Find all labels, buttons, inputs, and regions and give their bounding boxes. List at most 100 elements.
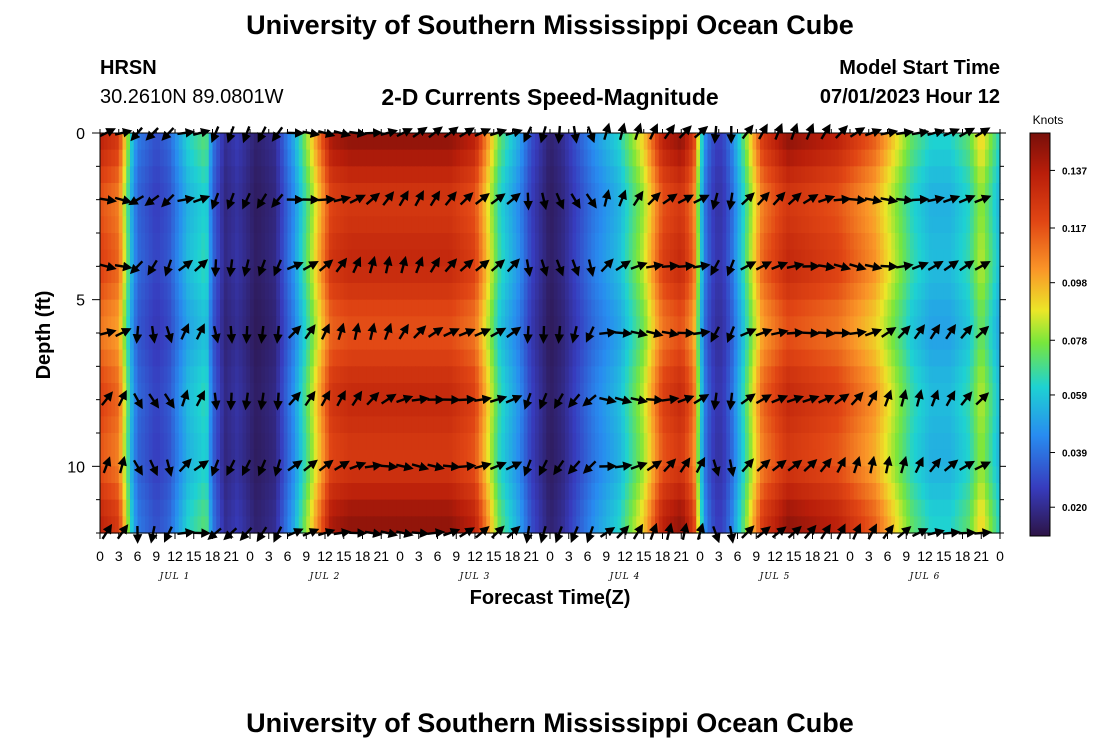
heatmap-cell [880,233,885,251]
heatmap-cell [880,366,885,384]
heatmap-cell [261,249,266,267]
heatmap-cell [115,183,120,201]
heatmap-cell [640,466,645,484]
heatmap-cell [118,216,124,234]
heatmap-cell [501,183,506,201]
heatmap-cell [816,266,821,284]
heatmap-cell [685,266,690,284]
heatmap-cell [868,149,874,167]
heatmap-cell [385,133,390,151]
heatmap-cell [332,166,337,184]
heatmap-cell [625,333,630,351]
heatmap-cell [156,466,161,484]
heatmap-cell [628,183,634,201]
heatmap-cell [707,216,712,234]
heatmap-cell [137,183,142,201]
heatmap-cell [388,233,394,251]
heatmap-cell [160,383,165,401]
heatmap-cell [936,166,941,184]
heatmap-cell [977,316,982,334]
heatmap-cell [625,249,630,267]
heatmap-cell [516,383,521,401]
heatmap-cell [842,133,847,151]
heatmap-cell [565,283,570,301]
heatmap-cell [422,383,427,401]
heatmap-cell [598,383,604,401]
heatmap-cell [831,316,836,334]
heatmap-cell [760,433,765,451]
heatmap-cell [628,233,634,251]
heatmap-cell [943,233,949,251]
heatmap-cell [557,149,562,167]
heatmap-cell [662,266,667,284]
heatmap-cell [617,249,622,267]
heatmap-cell [280,333,285,351]
heatmap-cell [505,449,510,467]
heatmap-cell [576,249,581,267]
heatmap-cell [775,383,780,401]
heatmap-cell [797,249,802,267]
heatmap-cell [520,416,525,434]
heatmap-cell [733,199,739,217]
heatmap-cell [760,166,765,184]
heatmap-cell [130,283,135,301]
heatmap-cell [996,249,1001,267]
heatmap-cell [475,416,480,434]
heatmap-cell [201,183,206,201]
heatmap-cell [280,433,285,451]
heatmap-cell [467,149,472,167]
heatmap-cell [808,149,814,167]
heatmap-cell [482,333,487,351]
heatmap-cell [970,216,975,234]
station-coordinates: 30.2610N 89.0801W [100,86,284,108]
heatmap-cell [231,349,236,367]
heatmap-cell [160,299,165,317]
heatmap-cell [838,216,844,234]
heatmap-cell [595,416,600,434]
heatmap-cell [703,233,709,251]
heatmap-cell [392,333,397,351]
heatmap-cell [591,366,596,384]
heatmap-cell [227,366,232,384]
heatmap-cell [992,433,997,451]
heatmap-cell [572,283,577,301]
heatmap-cell [332,199,337,217]
heatmap-cell [580,166,585,184]
heatmap-cell [332,249,337,267]
heatmap-cell [733,233,739,251]
heatmap-cell [857,366,862,384]
heatmap-cell [167,249,172,267]
heatmap-cell [358,183,364,201]
heatmap-cell [955,249,960,267]
heatmap-cell [310,466,315,484]
heatmap-cell [407,449,412,467]
heatmap-cell [643,133,649,151]
heatmap-cell [306,133,311,151]
heatmap-cell [381,449,386,467]
heatmap-cell [748,333,754,351]
heatmap-cell [231,233,236,251]
heatmap-cell [786,366,791,384]
heatmap-cell [887,233,892,251]
heatmap-cell [673,216,679,234]
heatmap-cell [355,149,360,167]
heatmap-cell [771,433,776,451]
heatmap-cell [531,433,536,451]
heatmap-cell [640,333,645,351]
heatmap-cell [816,216,821,234]
heatmap-cell [651,449,656,467]
heatmap-cell [475,283,480,301]
heatmap-cell [223,449,229,467]
heatmap-cell [673,233,679,251]
heatmap-cell [760,366,765,384]
heatmap-cell [801,283,806,301]
heatmap-cell [407,333,412,351]
heatmap-cell [250,233,255,251]
heatmap-cell [966,433,971,451]
heatmap-cell [587,249,592,267]
heatmap-cell [587,349,592,367]
heatmap-cell [227,433,232,451]
heatmap-cell [913,399,919,417]
heatmap-cell [572,433,577,451]
heatmap-cell [760,266,765,284]
